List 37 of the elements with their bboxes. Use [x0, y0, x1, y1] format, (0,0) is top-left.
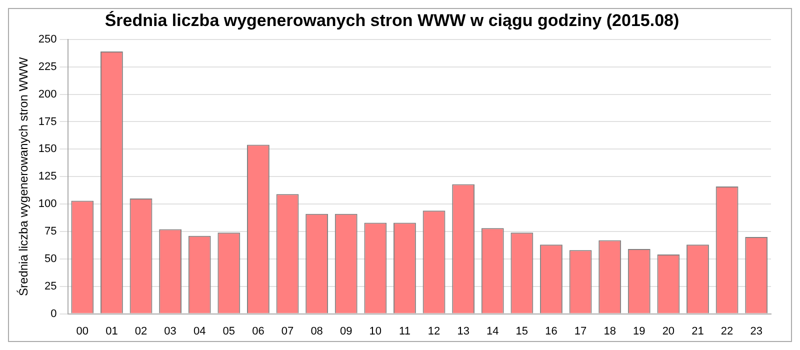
y-tick-label: 125 [38, 170, 57, 183]
y-tick-label: 100 [38, 198, 57, 210]
x-tick-label: 11 [399, 325, 410, 338]
x-tick-label: 23 [750, 325, 762, 338]
x-tick-label: 09 [340, 325, 352, 338]
x-tick-label: 22 [720, 325, 734, 338]
x-tick-label: 00 [76, 325, 89, 338]
chart-title: Średnia liczba wygenerowanych stron WWW w ciągu godziny (2015.08) [104, 10, 680, 30]
x-tick-label: 06 [252, 325, 264, 338]
x-tick-label: 03 [164, 325, 176, 338]
x-tick-label: 08 [310, 325, 323, 338]
x-tick-label: 04 [193, 325, 206, 338]
x-tick-label: 01 [106, 325, 118, 338]
x-tick-label: 16 [545, 325, 558, 338]
x-tick-label: 02 [134, 325, 148, 338]
y-tick-label: 0 [50, 308, 57, 320]
y-tick-label: 175 [38, 116, 57, 128]
x-tick-label: 05 [222, 325, 236, 338]
y-tick-label: 250 [38, 33, 57, 46]
y-tick-label: 150 [38, 143, 57, 156]
y-tick-label: 200 [38, 88, 57, 100]
x-tick-label: 10 [369, 325, 382, 338]
x-tick-label: 07 [281, 325, 294, 338]
x-tick-label: 17 [574, 325, 587, 338]
y-axis-title: Średnia liczba wygenerowanych stron WWW [16, 56, 31, 296]
y-tick-label: 75 [44, 226, 57, 238]
y-tick-label: 225 [38, 60, 57, 73]
x-tick-label: 15 [516, 325, 528, 338]
x-tick-label: 19 [633, 325, 646, 338]
x-tick-label: 18 [604, 325, 616, 338]
x-tick-label: 20 [662, 325, 675, 338]
y-tick-label: 25 [44, 280, 57, 292]
x-tick-label: 12 [428, 325, 440, 338]
x-tick-label: 13 [457, 325, 470, 338]
y-tick-label: 50 [44, 252, 57, 265]
x-tick-label: 21 [692, 325, 704, 338]
x-tick-label: 14 [486, 325, 499, 338]
